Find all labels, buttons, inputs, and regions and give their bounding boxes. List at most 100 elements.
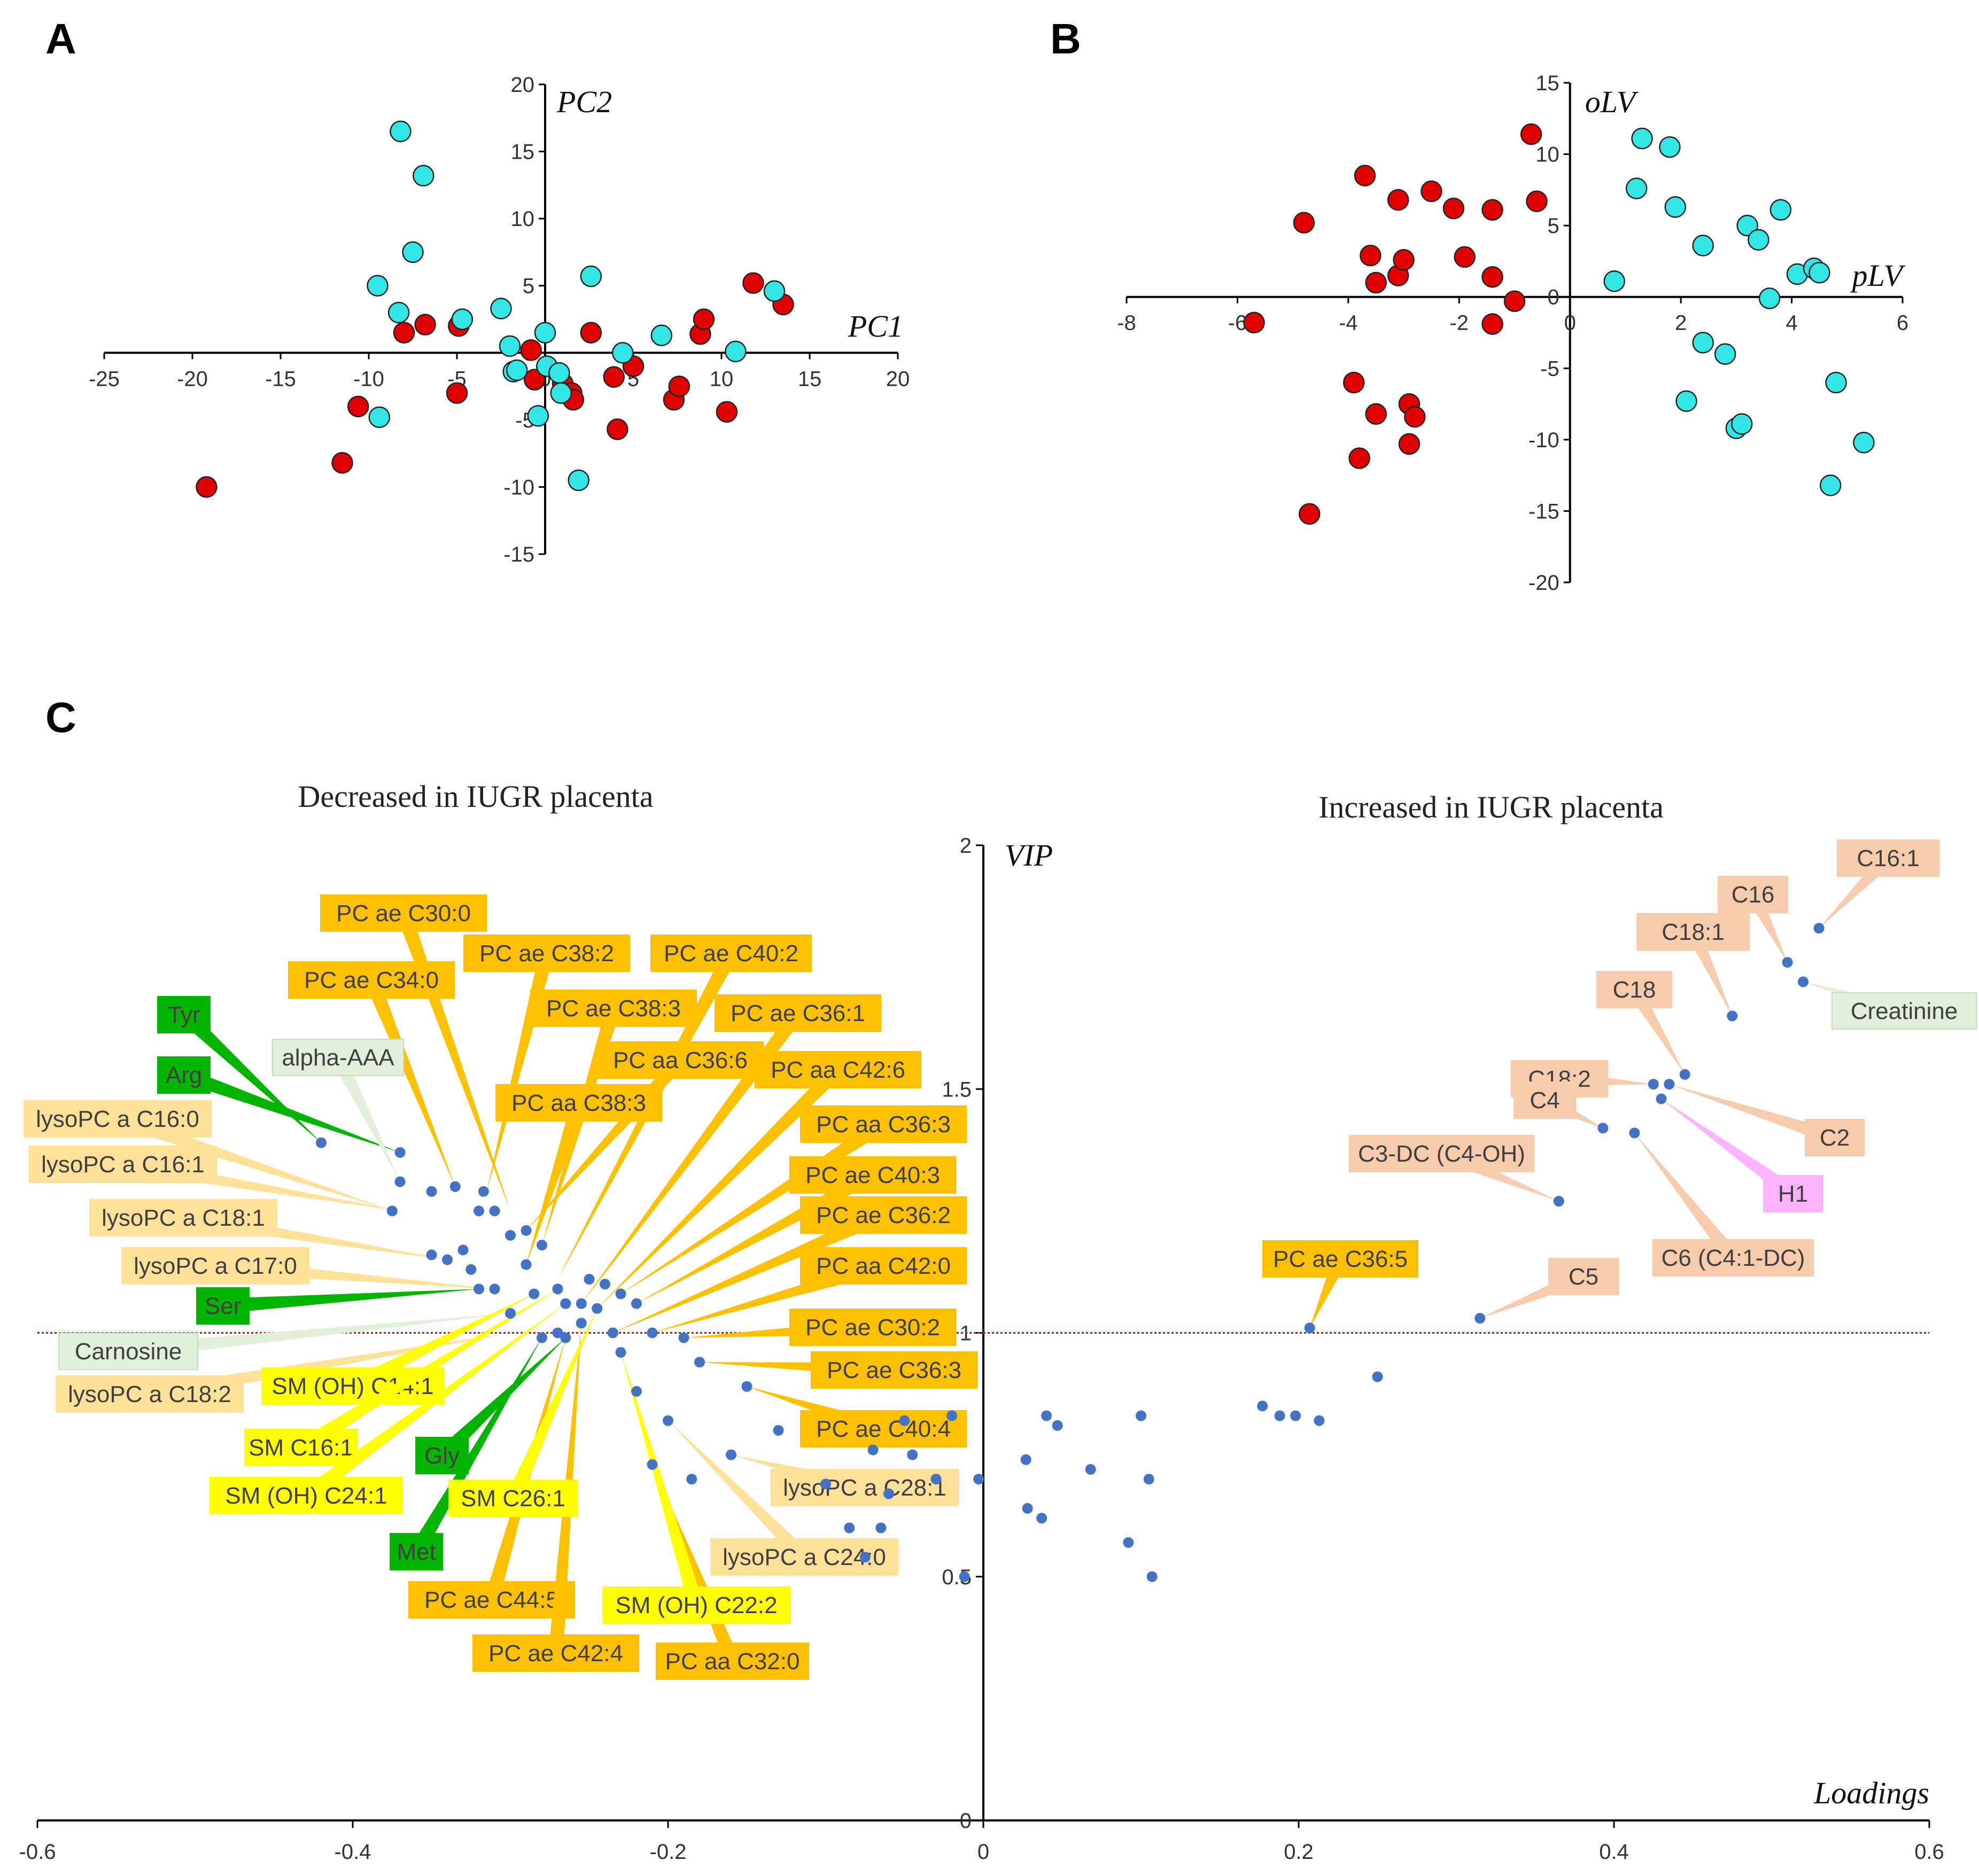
label-box <box>58 1333 198 1370</box>
data-point-red <box>347 395 369 417</box>
data-point-cyan <box>611 342 634 364</box>
label-text: C3-DC (C4-OH) <box>1358 1141 1525 1167</box>
data-point <box>394 1176 406 1187</box>
label-box <box>800 1196 967 1234</box>
label-box <box>1349 1135 1534 1172</box>
data-point <box>844 1522 855 1534</box>
data-point <box>465 1264 477 1275</box>
data-point-red <box>1481 266 1503 288</box>
data-point-cyan <box>1714 343 1736 365</box>
x-tick-label: -10 <box>353 367 384 391</box>
data-point <box>600 1279 610 1290</box>
data-point-red <box>393 322 415 344</box>
panel-a-letter: A <box>45 15 76 63</box>
data-point <box>474 1283 484 1295</box>
data-point <box>529 1288 540 1299</box>
data-point <box>489 1205 500 1217</box>
label-pointer <box>581 1008 804 1304</box>
x-tick-label: 4 <box>1786 312 1797 335</box>
data-point-red <box>1393 249 1415 271</box>
label-text: lysoPC a C28:1 <box>783 1475 946 1501</box>
data-point-cyan <box>725 340 747 363</box>
data-point <box>973 1474 984 1485</box>
data-point-red <box>1365 271 1387 294</box>
label-box <box>1548 1258 1619 1295</box>
data-point-red <box>580 322 602 344</box>
data-point <box>741 1381 752 1392</box>
label-text: Tyr <box>167 1002 200 1028</box>
label-text: C16 <box>1732 882 1775 908</box>
label-box <box>157 1056 211 1094</box>
data-point-cyan <box>1825 371 1847 394</box>
label-text: PC ae C40:2 <box>664 940 798 967</box>
data-point-cyan <box>1675 390 1697 412</box>
data-point-cyan <box>490 298 512 320</box>
data-point-cyan <box>1809 262 1830 284</box>
label-pointer <box>486 951 554 1192</box>
data-point <box>426 1249 437 1260</box>
data-point-cyan <box>368 406 391 429</box>
x-tick-label: 2 <box>1675 312 1687 335</box>
label-box <box>789 1156 956 1194</box>
data-point <box>607 1327 618 1338</box>
data-point-cyan <box>1748 229 1770 251</box>
data-point <box>1474 1313 1486 1324</box>
x-tick-label: -0.2 <box>650 1840 687 1864</box>
data-point-cyan <box>1758 287 1781 309</box>
panel-b-letter: B <box>1050 15 1081 63</box>
data-point <box>426 1186 437 1197</box>
label-text: PC ae C42:4 <box>488 1640 623 1667</box>
x-tick-label: 0.2 <box>1284 1840 1314 1864</box>
x-axis-title: pLV <box>1850 258 1906 293</box>
data-point <box>1679 1069 1690 1080</box>
data-point <box>615 1288 626 1299</box>
label-text: PC ae C36:5 <box>1273 1246 1408 1272</box>
data-point <box>615 1347 626 1358</box>
label-text: H1 <box>1778 1181 1808 1207</box>
data-point <box>489 1283 500 1295</box>
data-point <box>552 1327 563 1338</box>
data-point <box>442 1254 453 1265</box>
data-point-cyan <box>1664 196 1687 218</box>
data-point <box>560 1298 571 1309</box>
data-point-cyan <box>1819 474 1842 496</box>
label-pointer <box>297 1289 558 1454</box>
label-box <box>320 894 487 932</box>
data-point <box>576 1318 587 1329</box>
data-point-cyan <box>1770 199 1792 221</box>
data-point <box>647 1459 658 1470</box>
data-point-red <box>523 369 546 391</box>
data-point <box>1727 1010 1738 1022</box>
x-tick-label: 15 <box>798 367 822 391</box>
x-tick-label: -2 <box>1449 312 1469 335</box>
y-tick-label: -20 <box>1528 571 1559 595</box>
label-text: lysoPC a C18:2 <box>68 1381 231 1407</box>
data-point-cyan <box>413 165 434 187</box>
label-text: Creatinine <box>1851 998 1958 1024</box>
data-point <box>1372 1371 1383 1382</box>
label-text: SM C26:1 <box>461 1485 565 1512</box>
label-text: C5 <box>1569 1264 1598 1290</box>
label-box <box>755 1051 921 1088</box>
label-pointer <box>526 1055 686 1231</box>
label-text: lysoPC a C16:1 <box>41 1151 205 1178</box>
data-point-cyan <box>548 362 570 384</box>
data-point <box>1314 1415 1325 1426</box>
label-text: PC aa C42:6 <box>771 1057 905 1083</box>
data-point <box>592 1303 603 1314</box>
label-text: C2 <box>1820 1125 1850 1151</box>
data-point <box>478 1186 489 1197</box>
data-point <box>663 1415 673 1426</box>
label-box <box>1763 1175 1823 1212</box>
data-point <box>1629 1127 1640 1139</box>
label-text: SM (OH) C22:2 <box>615 1592 777 1618</box>
data-point <box>1022 1503 1033 1514</box>
data-point-cyan <box>451 308 474 330</box>
label-box <box>472 1634 639 1672</box>
data-point <box>1020 1454 1031 1465</box>
data-point-cyan <box>1631 127 1653 150</box>
data-point <box>694 1357 705 1368</box>
label-box <box>288 961 455 999</box>
data-point-red <box>607 418 628 440</box>
